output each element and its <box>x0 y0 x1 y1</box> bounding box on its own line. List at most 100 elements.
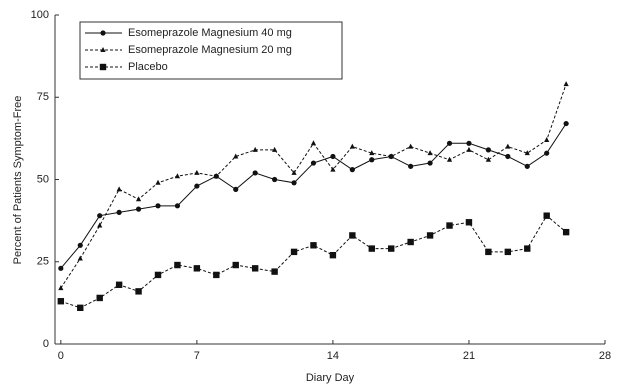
marker <box>96 294 103 302</box>
marker <box>193 265 201 272</box>
marker <box>465 219 473 226</box>
marker <box>174 261 181 269</box>
marker <box>252 146 258 152</box>
marker <box>466 146 472 152</box>
marker <box>291 169 297 175</box>
marker <box>135 206 142 212</box>
marker <box>58 265 64 271</box>
marker <box>524 245 531 252</box>
marker <box>427 160 433 166</box>
marker <box>466 140 472 146</box>
marker <box>544 150 550 156</box>
marker <box>99 63 107 71</box>
marker <box>408 143 414 149</box>
marker <box>368 245 375 252</box>
marker <box>58 285 64 291</box>
marker <box>174 203 181 209</box>
marker <box>369 150 375 156</box>
legend-label: Esomeprazole Magnesium 20 mg <box>128 44 292 56</box>
y-tick-label: 25 <box>37 256 49 268</box>
marker <box>505 153 511 160</box>
marker <box>563 81 569 87</box>
marker <box>291 180 297 186</box>
marker <box>408 163 414 169</box>
marker <box>349 167 355 173</box>
marker <box>194 169 200 175</box>
marker <box>252 170 258 176</box>
marker <box>233 153 239 159</box>
x-axis-label: Diary Day <box>306 372 355 384</box>
series-line <box>60 83 567 289</box>
marker <box>310 140 317 146</box>
marker <box>57 298 65 305</box>
marker <box>77 304 84 312</box>
marker <box>504 248 512 256</box>
marker <box>194 183 200 189</box>
marker <box>100 30 106 36</box>
marker <box>116 209 122 215</box>
marker <box>77 255 83 261</box>
marker <box>213 271 220 279</box>
marker <box>446 222 453 229</box>
marker <box>272 176 278 183</box>
marker <box>349 232 356 239</box>
marker <box>505 143 511 149</box>
marker <box>407 238 414 246</box>
legend-label: Esomeprazole Magnesium 40 mg <box>128 27 292 39</box>
y-tick-label: 0 <box>43 338 49 350</box>
marker <box>329 251 337 259</box>
marker <box>388 153 394 159</box>
marker <box>446 140 453 146</box>
marker <box>233 186 239 192</box>
x-tick-label: 7 <box>194 350 200 362</box>
marker <box>543 212 550 219</box>
marker <box>251 265 259 272</box>
marker <box>232 261 239 269</box>
marker <box>135 288 142 295</box>
marker <box>369 157 375 163</box>
marker <box>485 156 491 162</box>
marker <box>310 242 317 249</box>
marker <box>116 186 122 192</box>
marker <box>155 203 161 209</box>
marker <box>330 166 336 172</box>
marker <box>426 232 434 239</box>
y-tick-label: 100 <box>31 9 49 21</box>
marker <box>310 160 317 166</box>
marker <box>174 173 181 179</box>
marker <box>100 47 106 52</box>
marker <box>135 196 142 202</box>
marker <box>485 248 492 256</box>
marker <box>563 120 569 127</box>
marker <box>446 156 453 162</box>
legend-box <box>79 21 343 80</box>
legend-label: Placebo <box>128 61 168 73</box>
x-tick-label: 28 <box>599 350 611 362</box>
marker <box>349 143 355 149</box>
marker <box>154 271 162 279</box>
marker <box>115 281 123 288</box>
marker <box>272 146 278 152</box>
marker <box>97 222 103 228</box>
x-tick-label: 14 <box>327 350 339 362</box>
marker <box>330 153 336 160</box>
y-axis-label: Percent of Patients Symptom-Free <box>12 96 24 265</box>
marker <box>77 242 83 248</box>
x-tick-label: 21 <box>463 350 475 362</box>
marker <box>97 213 103 219</box>
y-tick-label: 75 <box>37 91 49 103</box>
marker <box>485 147 491 153</box>
marker <box>213 173 219 179</box>
series-line <box>60 214 567 309</box>
marker <box>544 137 550 143</box>
marker <box>271 268 278 275</box>
marker <box>388 245 395 252</box>
marker <box>524 163 530 169</box>
marker <box>427 150 433 156</box>
marker <box>562 228 570 236</box>
marker <box>290 248 298 256</box>
marker <box>155 179 161 185</box>
marker <box>524 150 530 156</box>
y-tick-label: 50 <box>37 173 49 185</box>
